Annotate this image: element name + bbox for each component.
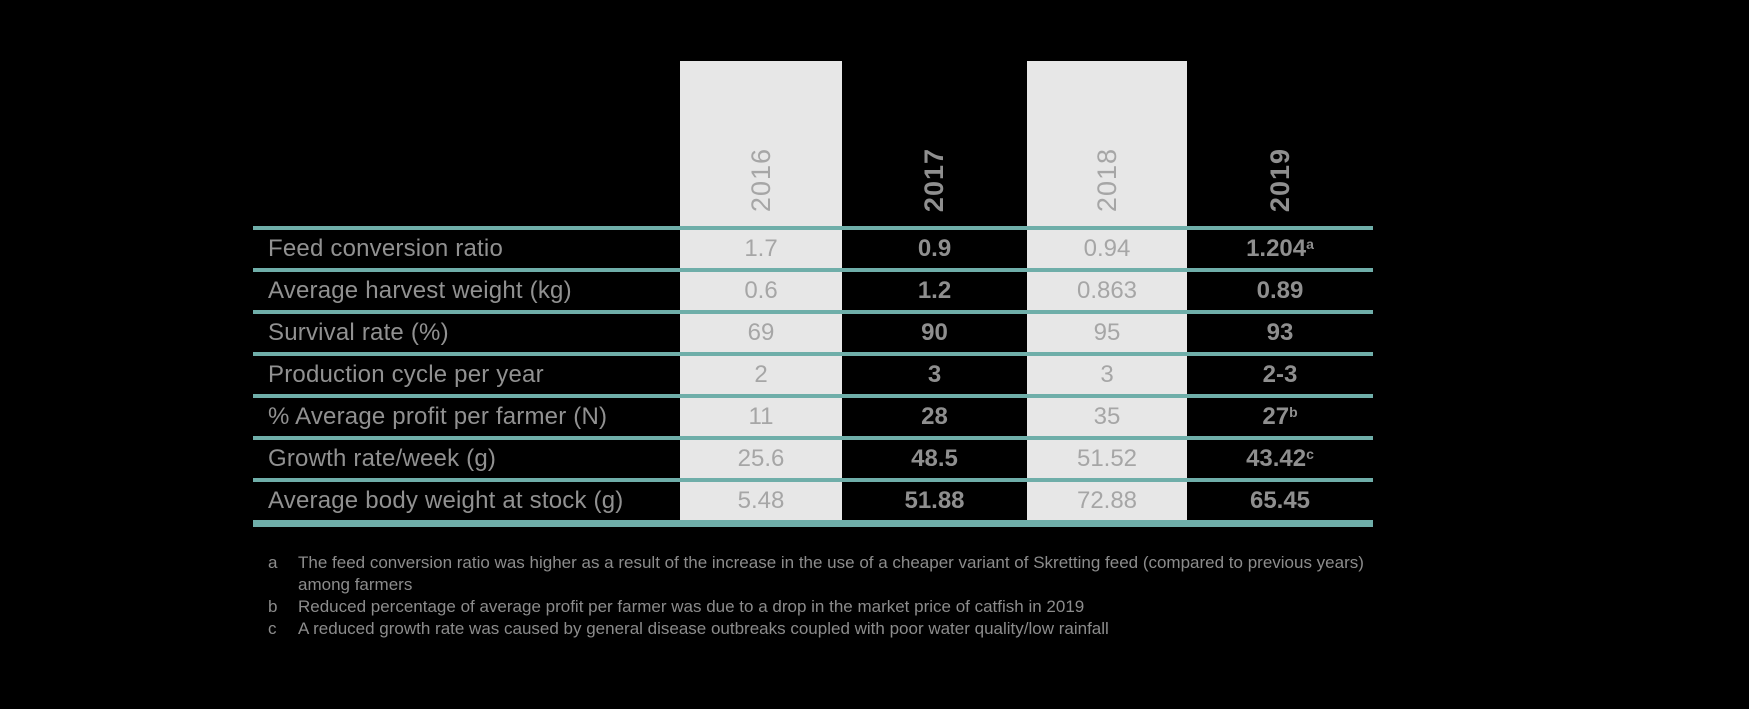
row-label: Survival rate (%): [268, 319, 449, 346]
cell-2019: 0.89: [1187, 272, 1373, 310]
cell-2018: 0.94: [1027, 230, 1187, 268]
column-header-2019: 2019: [1187, 61, 1373, 226]
column-header-2016: 2016: [680, 61, 842, 226]
cell-value: 51.88: [904, 487, 965, 514]
footnote-marker: a: [1306, 236, 1314, 252]
cell-value: 27: [1262, 403, 1290, 430]
year-label-2018: 2018: [1091, 147, 1122, 212]
cell-value: 0.94: [1083, 235, 1131, 262]
cell-value: 69: [747, 319, 775, 346]
cell-value: 35: [1093, 403, 1121, 430]
cell-2019: 43.42 c: [1187, 440, 1373, 478]
cell-2017: 1.2: [842, 272, 1027, 310]
column-header-2018: 2018: [1027, 61, 1187, 226]
cell-value: 90: [921, 319, 948, 346]
cell-value: 11: [748, 403, 774, 430]
cell-value: 1.2: [917, 277, 952, 304]
cell-2019: 27 b: [1187, 398, 1373, 436]
table-row-survival-rate: Survival rate (%) 69 90 95 93: [253, 310, 1373, 352]
footnote-b: b Reduced percentage of average profit p…: [268, 596, 1378, 618]
cell-value: 2-3: [1262, 361, 1298, 388]
footnote-marker: c: [1306, 446, 1314, 462]
cell-2019: 93: [1187, 314, 1373, 352]
table-row-feed-conversion-ratio: Feed conversion ratio 1.7 0.9 0.94 1.204…: [253, 226, 1373, 268]
year-label-2016: 2016: [745, 147, 776, 212]
cell-value: 28: [921, 403, 948, 430]
year-label-2019: 2019: [1264, 147, 1295, 212]
cell-2016: 69: [680, 314, 842, 352]
cell-2016: 25.6: [680, 440, 842, 478]
cell-value: 0.863: [1076, 277, 1138, 304]
column-header-2017: 2017: [842, 61, 1027, 226]
table-row-average-profit: % Average profit per farmer (N) 11 28 35…: [253, 394, 1373, 436]
cell-value: 95: [1093, 319, 1121, 346]
performance-table: 2016 2017 2018 2019 Feed conversion rati…: [253, 61, 1373, 527]
footnote-c-marker: c: [268, 619, 277, 638]
footnote-a-text: The feed conversion ratio was higher as …: [298, 553, 1364, 594]
cell-2019: 65.45: [1187, 482, 1373, 520]
footnote-marker: b: [1289, 404, 1298, 420]
cell-2017: 28: [842, 398, 1027, 436]
header-spacer: [253, 61, 680, 226]
row-label: Growth rate/week (g): [268, 445, 497, 472]
cell-2017: 3: [842, 356, 1027, 394]
cell-value: 0.9: [917, 235, 952, 262]
year-label-2017: 2017: [919, 147, 949, 212]
cell-value: 93: [1266, 319, 1294, 346]
footnotes: a The feed conversion ratio was higher a…: [268, 552, 1378, 640]
footnote-b-text: Reduced percentage of average profit per…: [298, 597, 1085, 616]
row-label: Feed conversion ratio: [268, 235, 503, 262]
cell-2016: 11: [680, 398, 842, 436]
table-row-growth-rate: Growth rate/week (g) 25.6 48.5 51.52 43.…: [253, 436, 1373, 478]
table-row-production-cycle: Production cycle per year 2 3 3 2-3: [253, 352, 1373, 394]
cell-value: 1.7: [744, 235, 778, 262]
cell-2018: 72.88: [1027, 482, 1187, 520]
cell-2018: 51.52: [1027, 440, 1187, 478]
cell-2018: 0.863: [1027, 272, 1187, 310]
footnote-a-marker: a: [268, 553, 278, 572]
footnote-a: a The feed conversion ratio was higher a…: [268, 552, 1378, 596]
cell-value: 25.6: [737, 445, 785, 472]
cell-2017: 48.5: [842, 440, 1027, 478]
footnote-c: c A reduced growth rate was caused by ge…: [268, 618, 1378, 640]
cell-value: 3: [927, 361, 942, 388]
cell-2016: 2: [680, 356, 842, 394]
cell-2018: 3: [1027, 356, 1187, 394]
cell-value: 5.48: [737, 487, 785, 514]
cell-2018: 35: [1027, 398, 1187, 436]
cell-2016: 1.7: [680, 230, 842, 268]
cell-2019: 1.204 a: [1187, 230, 1373, 268]
cell-value: 65.45: [1249, 487, 1311, 514]
cell-value: 3: [1100, 361, 1114, 388]
cell-2016: 0.6: [680, 272, 842, 310]
cell-2017: 90: [842, 314, 1027, 352]
cell-2019: 2-3: [1187, 356, 1373, 394]
cell-value: 0.6: [744, 277, 778, 304]
table-header: 2016 2017 2018 2019: [253, 61, 1373, 226]
row-label: Average body weight at stock (g): [268, 487, 624, 514]
cell-value: 2: [754, 361, 768, 388]
table-row-average-body-weight: Average body weight at stock (g) 5.48 51…: [253, 478, 1373, 520]
row-label: Production cycle per year: [268, 361, 544, 388]
table-bottom-border: [253, 520, 1373, 527]
footnote-c-text: A reduced growth rate was caused by gene…: [298, 619, 1109, 638]
cell-value: 0.89: [1256, 277, 1304, 304]
row-label: Average harvest weight (kg): [268, 277, 572, 304]
cell-value: 51.52: [1076, 445, 1138, 472]
cell-2017: 51.88: [842, 482, 1027, 520]
cell-2017: 0.9: [842, 230, 1027, 268]
cell-value: 48.5: [911, 445, 958, 472]
cell-2018: 95: [1027, 314, 1187, 352]
cell-value: 72.88: [1076, 487, 1138, 514]
cell-value: 43.42: [1246, 445, 1307, 472]
row-label: % Average profit per farmer (N): [268, 403, 608, 430]
cell-2016: 5.48: [680, 482, 842, 520]
footnote-b-marker: b: [268, 597, 278, 616]
table-row-average-harvest-weight: Average harvest weight (kg) 0.6 1.2 0.86…: [253, 268, 1373, 310]
cell-value: 1.204: [1246, 235, 1307, 262]
